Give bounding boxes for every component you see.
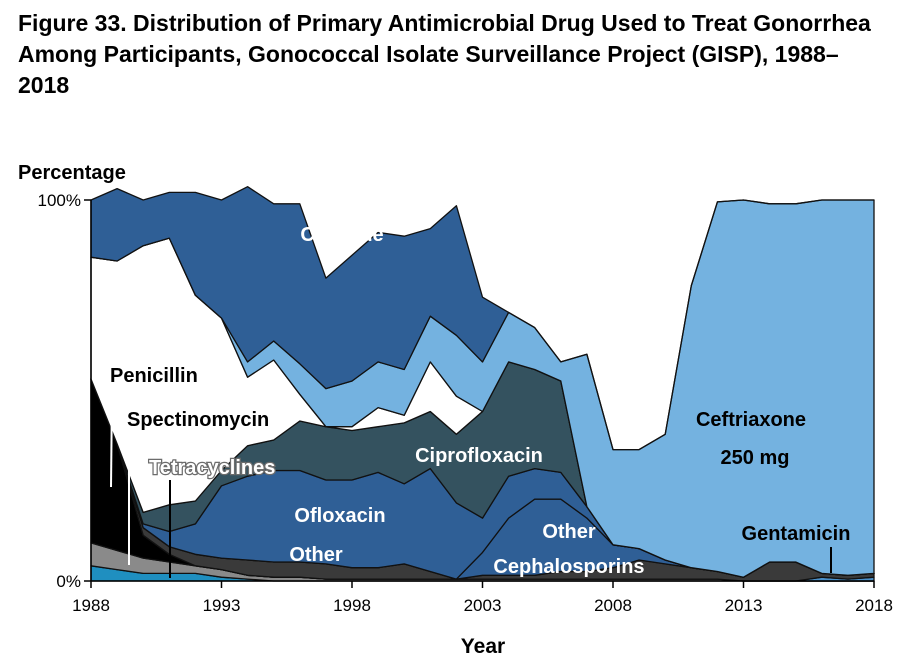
chart-title: Figure 33. Distribution of Primary Antim… xyxy=(18,10,871,98)
penicillin-label: Penicillin xyxy=(110,365,198,387)
ceftriaxone-125-label-line1: Ceftriaxone xyxy=(536,256,646,278)
spectinomycin-label: Spectinomycin xyxy=(127,409,269,431)
cefixime-label: Cefixime xyxy=(300,224,383,246)
ceftriaxone-250-label-line2: 250 mg xyxy=(721,447,790,469)
tetracyclines-label: Tetracyclines xyxy=(149,457,275,479)
x-tick-label-2008: 2008 xyxy=(594,596,632,615)
x-tick-label-1988: 1988 xyxy=(72,596,110,615)
stacked-areas xyxy=(90,186,875,582)
x-tick-label-1993: 1993 xyxy=(203,596,241,615)
y-axis-title: Percentage xyxy=(18,162,126,184)
ceftriaxone-250-label-line1: Ceftriaxone xyxy=(696,409,806,431)
other-cephalosporins-label-line2: Cephalosporins xyxy=(493,556,644,578)
x-axis-title: Year xyxy=(461,635,505,658)
area-labels: Penicillin Spectinomycin Tetracyclines O… xyxy=(110,224,850,578)
x-tick-label-2013: 2013 xyxy=(725,596,763,615)
other-label: Other xyxy=(289,544,343,566)
ceftriaxone-125-label-line2: 125 mg xyxy=(560,292,629,314)
area-cefixime xyxy=(90,186,875,451)
x-tick-label-2003: 2003 xyxy=(464,596,502,615)
y-tick-label-100: 100% xyxy=(38,191,81,210)
ofloxacin-label: Ofloxacin xyxy=(294,505,385,527)
penicillin-pointer xyxy=(110,391,113,488)
other-cephalosporins-label-line1: Other xyxy=(542,521,596,543)
y-tick-label-0: 0% xyxy=(56,572,81,591)
axis-ticks: 1988 1993 1998 2003 2008 2013 2018 0% 100% xyxy=(38,191,893,615)
gentamicin-label: Gentamicin xyxy=(742,523,851,545)
ciprofloxacin-label: Ciprofloxacin xyxy=(415,445,543,467)
x-tick-label-2018: 2018 xyxy=(855,596,893,615)
x-tick-label-1998: 1998 xyxy=(333,596,371,615)
